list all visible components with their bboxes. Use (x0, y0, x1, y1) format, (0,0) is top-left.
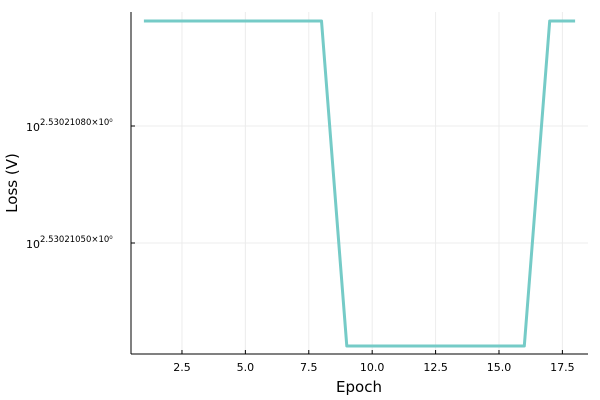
loss-series-line (143, 19, 576, 348)
grid-lines (131, 12, 588, 354)
x-tick-label: 12.5 (423, 361, 448, 374)
x-tick-label: 5.0 (237, 361, 255, 374)
x-axis-label: Epoch (336, 378, 382, 396)
y-tick-base: 10 (26, 121, 40, 134)
x-tick-label: 15.0 (487, 361, 512, 374)
y-tick-exponent: 2.53021080×10⁰ (40, 118, 113, 128)
series-group (143, 19, 576, 348)
x-tick-label: 7.5 (300, 361, 318, 374)
y-tick-base: 10 (26, 238, 40, 251)
x-ticks: 2.5 5.0 7.5 10.0 12.5 15.0 17.5 (173, 350, 575, 374)
x-tick-label: 2.5 (173, 361, 191, 374)
y-axis-label: Loss (V) (3, 153, 21, 213)
x-tick-label: 10.0 (360, 361, 385, 374)
x-tick-label: 17.5 (550, 361, 575, 374)
y-tick-exponent: 2.53021050×10⁰ (40, 235, 113, 245)
